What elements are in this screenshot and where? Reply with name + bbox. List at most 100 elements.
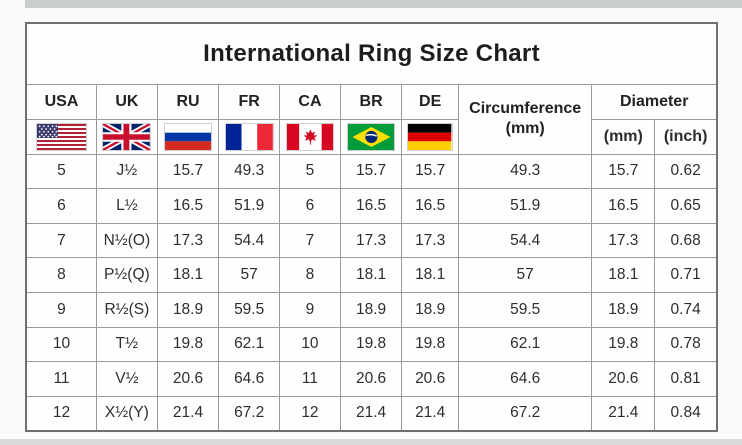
cell-fr: 51.9 bbox=[218, 188, 281, 224]
table-row: 6 L½ 16.5 51.9 6 16.5 16.5 51.9 16.5 0.65 bbox=[25, 188, 718, 224]
cell-circumference-mm: 51.9 bbox=[457, 188, 593, 224]
france-flag-icon bbox=[218, 118, 281, 155]
cell-fr: 67.2 bbox=[218, 395, 281, 432]
cell-uk: L½ bbox=[95, 188, 158, 224]
cell-br: 21.4 bbox=[339, 395, 403, 432]
cell-ru: 15.7 bbox=[156, 153, 220, 190]
canada-flag-icon bbox=[279, 118, 341, 155]
cell-fr: 62.1 bbox=[218, 326, 281, 363]
cell-ca: 6 bbox=[279, 188, 341, 224]
cell-circumference-mm: 64.6 bbox=[457, 361, 593, 397]
cell-fr: 49.3 bbox=[218, 153, 281, 190]
russia-flag-icon bbox=[156, 118, 220, 155]
cell-ca: 8 bbox=[279, 257, 341, 293]
table-body: 5 J½ 15.7 49.3 5 15.7 15.7 49.3 15.7 0.62 6 L½ 16.5 5… bbox=[25, 153, 718, 432]
col-header-diameter-inch: (inch) bbox=[654, 118, 718, 155]
cell-diameter-mm: 21.4 bbox=[591, 395, 656, 432]
cell-uk: V½ bbox=[95, 361, 158, 397]
cell-fr: 59.5 bbox=[218, 292, 281, 328]
page-title: International Ring Size Chart bbox=[25, 22, 718, 85]
circumference-unit: (mm) bbox=[505, 120, 545, 137]
cell-ru: 21.4 bbox=[156, 395, 220, 432]
cell-diameter-inch: 0.74 bbox=[654, 292, 718, 328]
cell-uk: P½(Q) bbox=[95, 257, 158, 293]
col-header-br: BR bbox=[339, 83, 403, 120]
ring-size-table: International Ring Size Chart USA UK RU … bbox=[25, 22, 718, 432]
col-header-circumference: Circumference (mm) bbox=[457, 83, 593, 155]
cell-circumference-mm: 54.4 bbox=[457, 222, 593, 259]
table-row: 8 P½(Q) 18.1 57 8 18.1 18.1 57 18.1 0.71 bbox=[25, 257, 718, 293]
cell-br: 16.5 bbox=[339, 188, 403, 224]
cell-uk: T½ bbox=[95, 326, 158, 363]
cell-diameter-mm: 20.6 bbox=[591, 361, 656, 397]
cell-circumference-mm: 62.1 bbox=[457, 326, 593, 363]
cell-circumference-mm: 57 bbox=[457, 257, 593, 293]
table-row: 11 V½ 20.6 64.6 11 20.6 20.6 64.6 20.6 0.81 bbox=[25, 361, 718, 397]
cell-usa: 9 bbox=[25, 292, 97, 328]
cell-de: 16.5 bbox=[401, 188, 459, 224]
cell-circumference-mm: 67.2 bbox=[457, 395, 593, 432]
cell-de: 15.7 bbox=[401, 153, 459, 190]
cell-usa: 6 bbox=[25, 188, 97, 224]
photo-edge-bottom bbox=[0, 439, 742, 445]
cell-diameter-inch: 0.68 bbox=[654, 222, 718, 259]
cell-br: 15.7 bbox=[339, 153, 403, 190]
circumference-label: Circumference bbox=[469, 100, 582, 117]
cell-br: 20.6 bbox=[339, 361, 403, 397]
table-row: 10 T½ 19.8 62.1 10 19.8 19.8 62.1 19.8 0.78 bbox=[25, 326, 718, 363]
cell-de: 19.8 bbox=[401, 326, 459, 363]
cell-fr: 64.6 bbox=[218, 361, 281, 397]
cell-uk: J½ bbox=[95, 153, 158, 190]
col-header-ca: CA bbox=[279, 83, 341, 120]
cell-diameter-inch: 0.84 bbox=[654, 395, 718, 432]
cell-ru: 18.1 bbox=[156, 257, 220, 293]
country-header-row: USA UK RU FR CA BR DE Circumference (mm)… bbox=[25, 83, 718, 155]
col-header-uk: UK bbox=[95, 83, 158, 120]
col-header-de: DE bbox=[401, 83, 459, 120]
cell-diameter-mm: 18.1 bbox=[591, 257, 656, 293]
cell-fr: 54.4 bbox=[218, 222, 281, 259]
cell-usa: 8 bbox=[25, 257, 97, 293]
cell-diameter-inch: 0.65 bbox=[654, 188, 718, 224]
cell-ru: 16.5 bbox=[156, 188, 220, 224]
cell-de: 17.3 bbox=[401, 222, 459, 259]
cell-circumference-mm: 59.5 bbox=[457, 292, 593, 328]
cell-fr: 57 bbox=[218, 257, 281, 293]
cell-diameter-mm: 15.7 bbox=[591, 153, 656, 190]
col-header-fr: FR bbox=[218, 83, 281, 120]
cell-usa: 10 bbox=[25, 326, 97, 363]
usa-flag-icon bbox=[25, 118, 97, 155]
cell-diameter-inch: 0.62 bbox=[654, 153, 718, 190]
cell-br: 17.3 bbox=[339, 222, 403, 259]
cell-br: 18.9 bbox=[339, 292, 403, 328]
cell-diameter-mm: 19.8 bbox=[591, 326, 656, 363]
cell-diameter-inch: 0.81 bbox=[654, 361, 718, 397]
cell-de: 20.6 bbox=[401, 361, 459, 397]
brazil-flag-icon bbox=[339, 118, 403, 155]
cell-diameter-inch: 0.71 bbox=[654, 257, 718, 293]
cell-usa: 12 bbox=[25, 395, 97, 432]
cell-uk: N½(O) bbox=[95, 222, 158, 259]
col-header-diameter: Diameter bbox=[591, 83, 718, 120]
cell-ca: 10 bbox=[279, 326, 341, 363]
cell-ca: 7 bbox=[279, 222, 341, 259]
cell-de: 21.4 bbox=[401, 395, 459, 432]
cell-de: 18.9 bbox=[401, 292, 459, 328]
cell-diameter-mm: 16.5 bbox=[591, 188, 656, 224]
table-row: 5 J½ 15.7 49.3 5 15.7 15.7 49.3 15.7 0.62 bbox=[25, 153, 718, 190]
cell-br: 19.8 bbox=[339, 326, 403, 363]
col-header-usa: USA bbox=[25, 83, 97, 120]
cell-ca: 12 bbox=[279, 395, 341, 432]
cell-ru: 18.9 bbox=[156, 292, 220, 328]
table-row: 9 R½(S) 18.9 59.5 9 18.9 18.9 59.5 18.9 0.74 bbox=[25, 292, 718, 328]
cell-diameter-inch: 0.78 bbox=[654, 326, 718, 363]
cell-usa: 5 bbox=[25, 153, 97, 190]
cell-usa: 11 bbox=[25, 361, 97, 397]
germany-flag-icon bbox=[401, 118, 459, 155]
cell-ru: 17.3 bbox=[156, 222, 220, 259]
cell-usa: 7 bbox=[25, 222, 97, 259]
photo-edge-top bbox=[25, 0, 742, 8]
cell-de: 18.1 bbox=[401, 257, 459, 293]
flag-row: (mm) (inch) bbox=[25, 118, 718, 155]
col-header-diameter-mm: (mm) bbox=[591, 118, 656, 155]
